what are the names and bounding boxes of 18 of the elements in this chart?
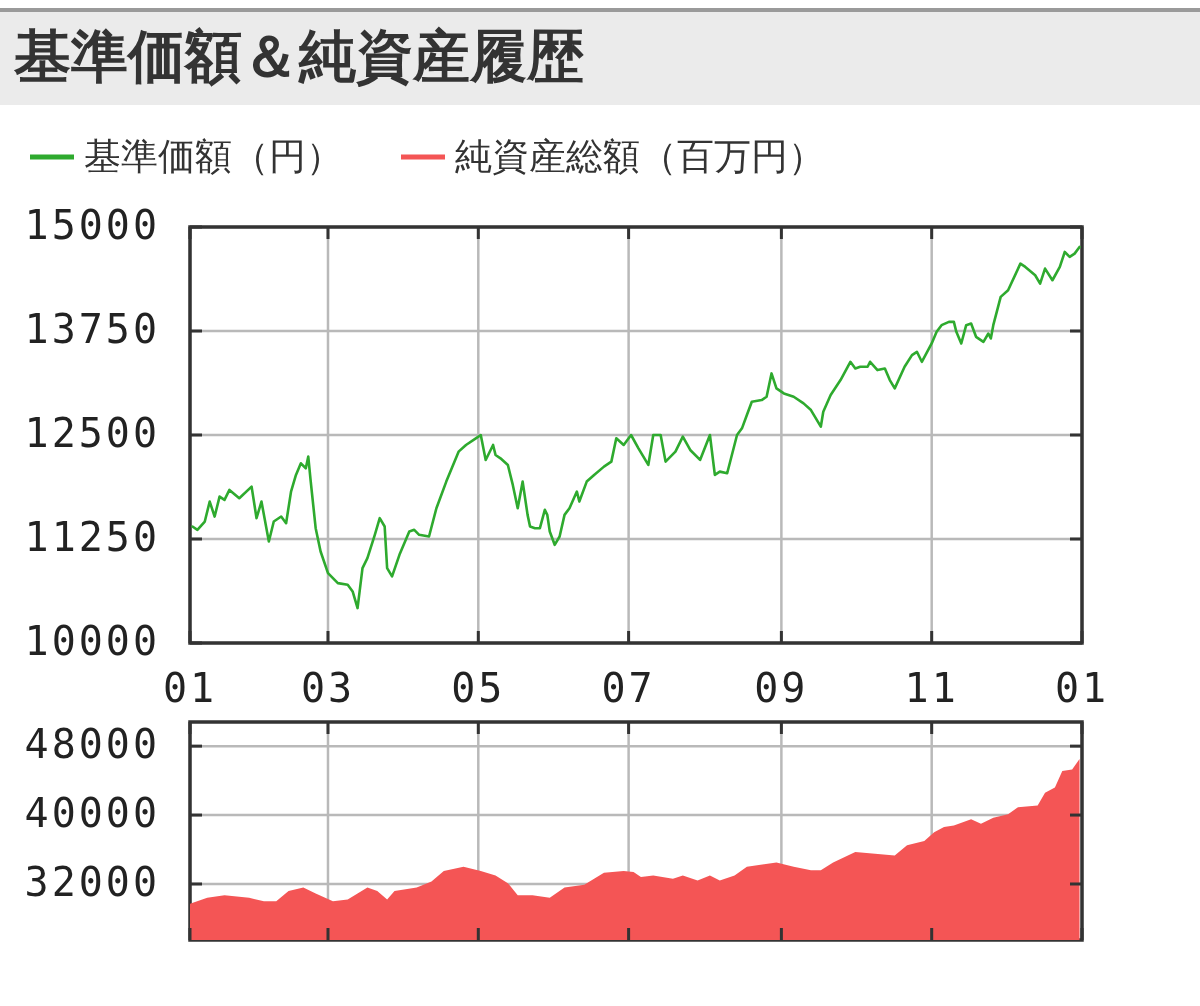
y-tick-label: 12500	[24, 410, 160, 456]
y-tick-label: 48000	[24, 721, 160, 768]
legend-label: 純資産総額（百万円）	[455, 134, 825, 178]
legend-label: 基準価額（円）	[84, 134, 343, 178]
y-tick-label: 10000	[24, 618, 160, 664]
x-tick-label: 01	[1054, 665, 1110, 711]
x-tick-label: 05	[451, 665, 506, 711]
y-tick-label: 13750	[24, 306, 160, 352]
y-tick-label: 40000	[24, 790, 160, 837]
y-tick-label: 11250	[24, 514, 160, 560]
chart-title: 基準価額＆純資産履歴	[13, 22, 584, 89]
y-tick-label: 32000	[24, 858, 160, 905]
x-tick-label: 01	[162, 665, 218, 711]
x-tick-label: 11	[904, 665, 959, 711]
y-tick-label: 15000	[24, 202, 160, 248]
x-tick-label: 03	[300, 665, 356, 711]
x-tick-label: 07	[601, 665, 656, 711]
x-tick-label: 09	[754, 665, 809, 711]
